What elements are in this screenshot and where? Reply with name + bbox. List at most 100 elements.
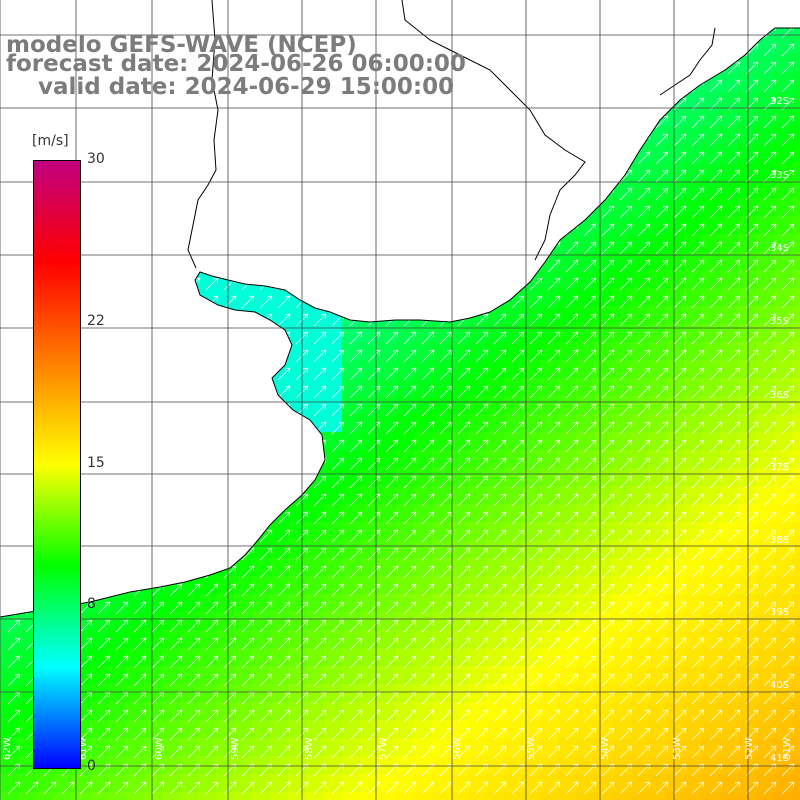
wind-speed-cell <box>738 486 757 505</box>
wind-speed-cell <box>594 198 613 217</box>
wind-speed-cell <box>162 234 181 253</box>
wind-arrow <box>529 28 543 39</box>
wind-speed-cell <box>126 234 145 253</box>
wind-speed-cell <box>342 234 361 253</box>
wind-speed-cell <box>252 630 271 649</box>
wind-arrow <box>7 475 21 489</box>
wind-speed-cell <box>90 378 109 397</box>
wind-arrow <box>457 655 471 669</box>
wind-arrow <box>547 745 561 759</box>
wind-arrow <box>493 583 507 597</box>
wind-speed-cell <box>684 90 703 109</box>
wind-speed-cell <box>378 774 397 793</box>
wind-arrow <box>691 493 705 507</box>
wind-arrow <box>439 187 453 201</box>
wind-arrow <box>457 439 471 453</box>
wind-speed-cell <box>324 126 343 145</box>
wind-arrow <box>259 241 273 255</box>
wind-arrow <box>7 709 21 723</box>
wind-speed-cell <box>684 738 703 757</box>
wind-speed-cell <box>720 522 739 541</box>
wind-arrow <box>655 187 669 201</box>
wind-arrow <box>97 385 111 399</box>
wind-speed-cell <box>504 216 523 235</box>
wind-arrow <box>241 187 255 201</box>
wind-arrow <box>7 547 21 561</box>
wind-arrow <box>259 421 273 435</box>
wind-arrow <box>421 511 435 525</box>
wind-speed-cell <box>594 28 613 37</box>
wind-arrow <box>187 511 201 525</box>
wind-arrow <box>223 601 237 615</box>
wind-arrow <box>781 673 795 687</box>
wind-speed-cell <box>342 540 361 559</box>
wind-arrow <box>403 673 417 687</box>
wind-speed-cell <box>612 432 631 451</box>
wind-arrow <box>475 493 489 507</box>
wind-speed-cell <box>108 432 127 451</box>
wind-speed-cell <box>126 126 145 145</box>
wind-speed-cell <box>504 450 523 469</box>
wind-speed-cell <box>324 630 343 649</box>
wind-speed-cell <box>648 0 667 19</box>
wind-speed-cell <box>576 126 595 145</box>
wind-arrow <box>727 745 741 759</box>
wind-arrow <box>655 745 669 759</box>
wind-arrow <box>475 331 489 345</box>
wind-arrow <box>583 673 597 687</box>
wind-speed-cell <box>468 180 487 199</box>
wind-speed-cell <box>126 522 145 541</box>
wind-speed-cell <box>594 540 613 559</box>
wind-speed-cell <box>396 162 415 181</box>
wind-speed-cell <box>558 612 577 631</box>
wind-speed-cell <box>198 540 217 559</box>
wind-arrow <box>134 8 146 20</box>
wind-arrow <box>547 28 561 39</box>
colorbar-tick-label: 0 <box>87 758 96 774</box>
wind-speed-cell <box>0 216 19 235</box>
wind-arrow <box>673 475 687 489</box>
wind-arrow <box>97 133 111 147</box>
longitude-labels: 62W 61W 60W 59W 58W 57W 56W 55W 54W 53W 52W 51W <box>2 737 793 760</box>
wind-arrow <box>25 781 39 795</box>
wind-arrow <box>331 421 345 435</box>
wind-speed-cell <box>792 468 800 487</box>
wind-arrow <box>565 331 579 345</box>
wind-speed-cell <box>612 324 631 343</box>
wind-arrow <box>601 475 615 489</box>
wind-arrow <box>79 295 93 309</box>
wind-speed-cell <box>324 414 343 433</box>
wind-arrow <box>583 709 597 723</box>
wind-speed-cell <box>630 144 649 163</box>
wind-arrow <box>781 259 795 273</box>
wind-speed-cell <box>396 630 415 649</box>
wind-arrow <box>169 493 183 507</box>
wind-speed-cell <box>612 108 631 127</box>
wind-arrow <box>133 439 147 453</box>
wind-speed-cell <box>522 774 541 793</box>
wind-arrow <box>349 259 363 273</box>
wind-arrow <box>583 367 597 381</box>
wind-speed-cell <box>414 270 433 289</box>
wind-arrow <box>349 367 363 381</box>
wind-speed-cell <box>450 108 469 127</box>
wind-arrow <box>673 673 687 687</box>
wind-arrow <box>583 637 597 651</box>
wind-arrow <box>493 403 507 417</box>
wind-arrow <box>313 619 327 633</box>
wind-speed-cell <box>144 612 163 631</box>
wind-arrow <box>637 79 651 93</box>
wind-arrow <box>205 583 219 597</box>
wind-arrow <box>151 259 165 273</box>
wind-speed-cell <box>0 720 19 739</box>
wind-speed-cell <box>576 540 595 559</box>
wind-arrow <box>601 457 615 471</box>
wind-speed-cell <box>234 648 253 667</box>
wind-arrow <box>781 223 795 237</box>
wind-speed-cell <box>414 522 433 541</box>
wind-arrow <box>205 709 219 723</box>
wind-arrow <box>368 8 380 20</box>
wind-speed-cell <box>468 234 487 253</box>
wind-arrow <box>133 115 147 129</box>
